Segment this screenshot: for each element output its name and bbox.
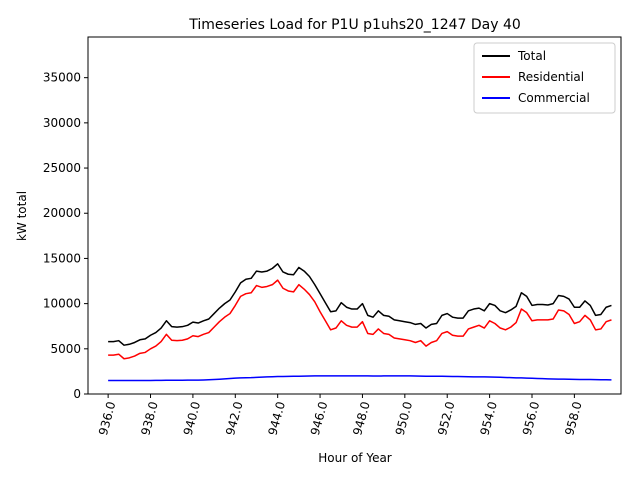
y-axis-ticks: 0 5000 10000 15000 20000 25000 30000 35000	[43, 71, 88, 401]
y-tick-label: 5000	[50, 342, 81, 356]
y-axis-label: kW total	[15, 191, 29, 241]
series-line-commercial	[108, 375, 612, 382]
x-axis-label: Hour of Year	[318, 451, 392, 465]
series-line-total	[108, 263, 612, 346]
y-tick-label: 15000	[43, 251, 81, 265]
y-tick-label: 35000	[43, 71, 81, 85]
legend-box	[473, 42, 616, 114]
y-tick-label: 0	[73, 387, 81, 401]
legend-label-residential: Residential	[518, 70, 584, 84]
y-tick-label: 10000	[43, 297, 81, 311]
legend-label-total: Total	[517, 49, 546, 63]
y-tick-label: 20000	[43, 206, 81, 220]
legend: Total Residential Commercial	[473, 42, 616, 114]
chart-title: Timeseries Load for P1U p1uhs20_1247 Day…	[188, 17, 521, 33]
y-tick-label: 25000	[43, 161, 81, 175]
plot-frame	[87, 36, 622, 395]
legend-label-commercial: Commercial	[518, 91, 590, 105]
series-layer	[108, 263, 612, 382]
series-line-residential	[108, 279, 612, 360]
y-tick-label: 30000	[43, 116, 81, 130]
